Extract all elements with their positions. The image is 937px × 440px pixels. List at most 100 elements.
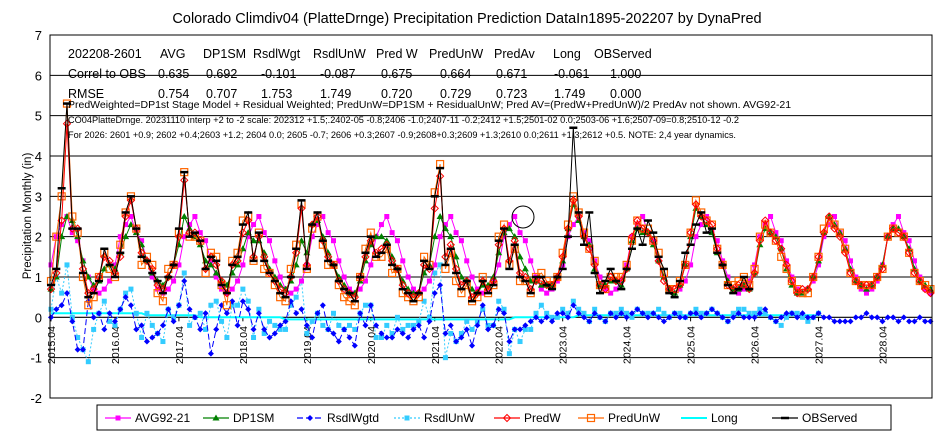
data-point	[389, 230, 395, 236]
data-point	[490, 322, 497, 329]
y-tick-label: 1	[35, 270, 42, 285]
data-point	[608, 290, 614, 296]
data-point	[528, 258, 534, 264]
data-point	[565, 314, 572, 321]
data-point	[627, 232, 637, 241]
data-point	[336, 258, 342, 264]
data-point	[922, 318, 929, 325]
data-point	[48, 306, 54, 312]
data-point	[153, 280, 162, 290]
data-point	[926, 288, 935, 298]
y-tick-label: 7	[35, 28, 42, 43]
x-tick-label: 2024.04	[622, 326, 634, 364]
stats-value: 0.635	[158, 67, 189, 81]
data-point	[464, 258, 470, 264]
data-point	[426, 318, 433, 325]
data-point	[133, 310, 139, 316]
data-point	[640, 214, 646, 219]
legend-label: RsdlWgtd	[327, 411, 379, 425]
data-point	[448, 214, 454, 219]
data-point	[165, 286, 171, 292]
data-point	[895, 214, 901, 219]
stats-row-label: RMSE	[68, 87, 104, 101]
data-point	[191, 314, 198, 321]
data-point	[367, 302, 374, 309]
data-point	[222, 301, 231, 310]
data-point	[107, 278, 113, 284]
data-point	[303, 322, 310, 329]
data-point	[180, 213, 188, 219]
data-point	[79, 346, 86, 353]
data-point	[592, 306, 598, 312]
data-point	[792, 288, 802, 298]
data-point	[229, 302, 235, 308]
data-point	[117, 306, 124, 313]
data-point	[149, 334, 156, 341]
stats-header: PredAv	[494, 47, 536, 61]
legend-label: RsdlUnW	[424, 411, 475, 425]
stats-value: 0.723	[496, 87, 527, 101]
data-point	[383, 237, 391, 244]
data-point	[511, 233, 519, 240]
data-point	[842, 318, 849, 325]
data-point	[234, 322, 241, 329]
data-point	[240, 286, 246, 292]
legend-item: PredW	[494, 411, 561, 425]
stats-header: AVG	[160, 47, 185, 61]
data-point	[469, 342, 476, 349]
data-point	[693, 234, 699, 240]
data-point	[576, 306, 582, 312]
data-point	[75, 238, 81, 244]
data-point	[782, 260, 791, 270]
data-point	[170, 318, 177, 325]
data-point	[143, 338, 150, 345]
data-point	[442, 222, 448, 228]
legend-marker	[404, 415, 410, 421]
data-point	[560, 262, 566, 268]
data-point	[511, 326, 518, 333]
data-point	[261, 330, 267, 336]
data-point	[559, 310, 566, 317]
data-point	[437, 234, 443, 240]
data-point	[803, 289, 812, 298]
data-point	[755, 236, 765, 245]
data-point	[494, 240, 503, 249]
data-point	[570, 302, 577, 309]
legend-marker	[307, 415, 313, 421]
data-point	[261, 230, 267, 236]
data-point	[670, 284, 679, 294]
data-point	[496, 262, 502, 268]
data-point	[516, 253, 524, 260]
note-line-3: For 2026: 2601 +0.9; 2602 +0.4;2603 +1.2…	[68, 130, 736, 140]
data-point	[291, 248, 301, 258]
data-point	[778, 322, 784, 328]
data-point	[383, 334, 390, 341]
data-point	[46, 284, 56, 294]
data-point	[165, 306, 172, 313]
legend-label: AVG92-21	[135, 411, 190, 425]
stats-header: RsdlUnW	[313, 47, 366, 61]
data-point	[267, 318, 273, 324]
legend-item: Long	[681, 411, 738, 425]
data-point	[335, 338, 342, 345]
data-point	[761, 216, 770, 225]
data-point	[846, 268, 855, 278]
y-tick-label: 4	[35, 149, 42, 164]
data-point	[111, 318, 118, 325]
data-point	[224, 335, 230, 340]
data-point	[277, 326, 283, 332]
x-tick-label: 2023.04	[558, 326, 570, 364]
data-point	[692, 310, 699, 317]
series-rsdlwgtd	[48, 278, 934, 357]
data-point	[207, 350, 214, 357]
data-point	[181, 234, 187, 240]
data-point	[351, 342, 358, 349]
data-point	[787, 276, 797, 286]
data-point	[762, 306, 769, 313]
stats-header: 202208-2601	[68, 47, 142, 61]
data-point	[624, 310, 630, 316]
data-point	[330, 330, 337, 337]
data-point	[197, 326, 204, 333]
data-point	[123, 222, 129, 228]
data-point	[250, 326, 257, 333]
